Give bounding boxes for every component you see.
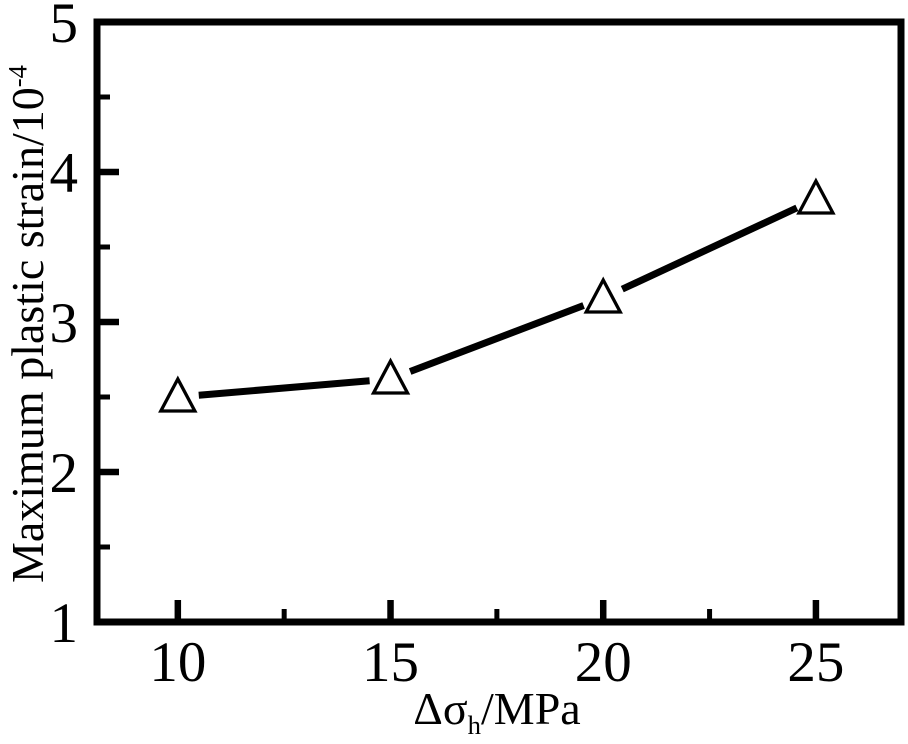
data-point-marker xyxy=(796,177,836,215)
y-tick-label: 5 xyxy=(50,0,79,55)
x-axis-title-delta-sigma: Δσ xyxy=(413,683,468,734)
y-tick-label: 3 xyxy=(50,292,79,355)
x-axis-title-subscript: h xyxy=(467,710,482,741)
plot-frame xyxy=(93,18,905,626)
y-tick-label: 2 xyxy=(50,442,79,505)
y-axis-title: Maximum plastic strain/10-4 xyxy=(2,65,53,583)
data-line-segment xyxy=(408,302,585,375)
data-point-marker xyxy=(370,357,411,395)
x-tick-label: 20 xyxy=(575,631,632,694)
y-tick-label: 1 xyxy=(50,592,79,655)
data-line-segment xyxy=(620,204,799,293)
data-point-marker xyxy=(583,276,623,314)
y-axis-title-text: Maximum plastic strain/10 xyxy=(2,87,53,583)
x-tick-label: 10 xyxy=(149,631,206,694)
y-tick-label: 4 xyxy=(50,142,79,205)
x-axis-title: Δσh/MPa xyxy=(413,683,581,739)
data-line-segment xyxy=(198,377,370,399)
y-axis-title-superscript: -4 xyxy=(2,65,33,88)
x-tick-label: 15 xyxy=(362,631,419,694)
x-tick-label: 25 xyxy=(787,631,844,694)
x-axis-title-unit: /MPa xyxy=(481,683,581,734)
data-point-marker xyxy=(158,375,198,413)
